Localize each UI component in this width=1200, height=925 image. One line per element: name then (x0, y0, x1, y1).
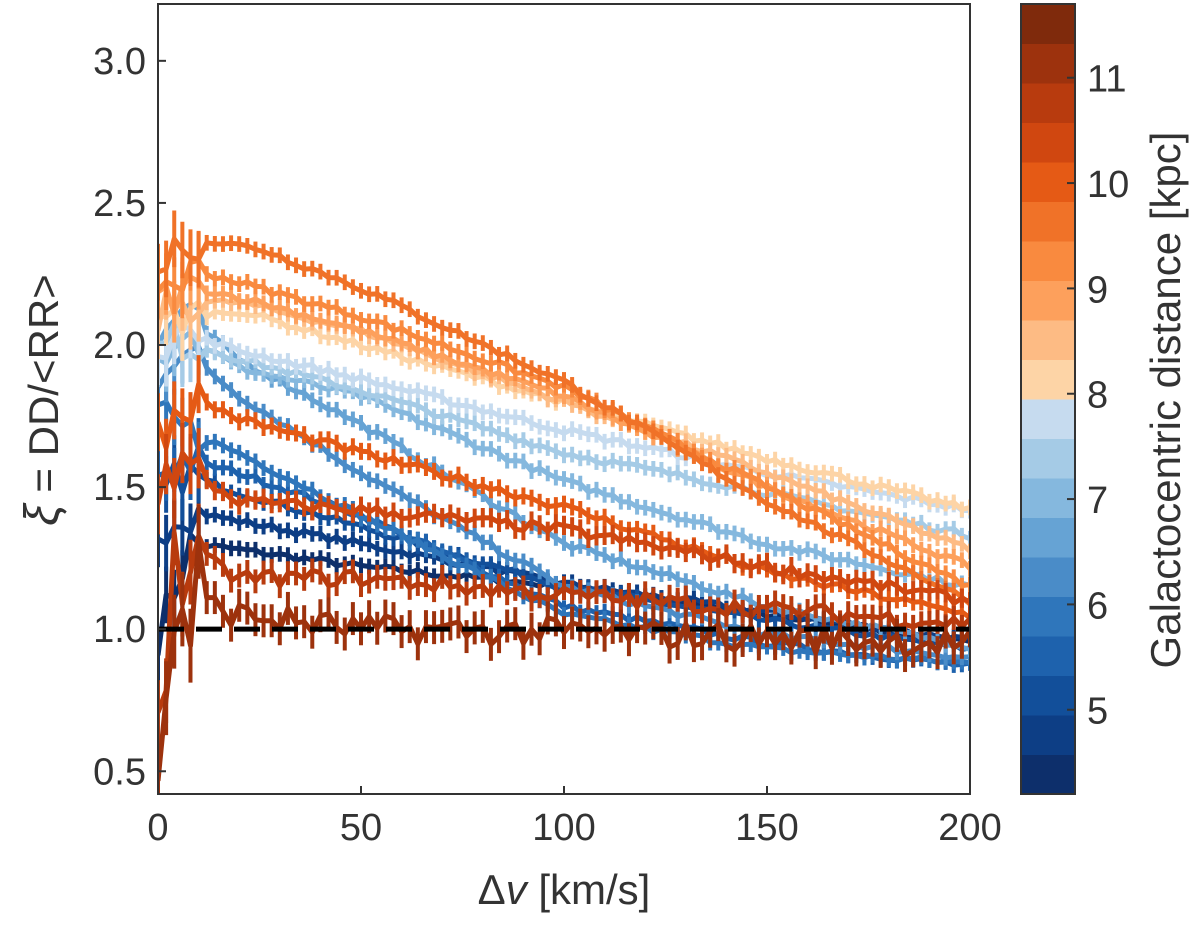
colorbar-segment (1021, 43, 1075, 84)
x-axis-label: Δv [km/s] (478, 866, 651, 913)
colorbar-segment (1021, 675, 1075, 716)
colorbar-segment (1021, 280, 1075, 321)
series-line (158, 236, 970, 607)
colorbar-label: Galactocentric distance [kpc] (1142, 132, 1189, 669)
x-tick-label: 50 (340, 807, 382, 849)
x-tick-label: 0 (147, 807, 168, 849)
series-line (158, 539, 970, 782)
series-line (158, 381, 970, 620)
colorbar-segment (1021, 636, 1075, 676)
series-17 (158, 422, 970, 614)
colorbar-segment (1021, 478, 1075, 518)
series-line (158, 329, 970, 589)
series-line (158, 399, 970, 666)
colorbar-segment (1021, 4, 1075, 44)
series-18 (158, 500, 970, 745)
y-tick-label: 2.5 (93, 183, 146, 225)
colorbar-segment (1021, 162, 1075, 202)
colorbar-tick-label: 5 (1087, 691, 1108, 733)
series-line (158, 322, 970, 514)
colorbar-segment (1021, 517, 1075, 558)
colorbar-tick-label: 6 (1087, 585, 1108, 627)
colorbar-frame (1020, 3, 1076, 795)
y-axis: 0.5 1.0 1.5 2.0 2.5 3.0 (93, 41, 166, 793)
colorbar-segment (1021, 557, 1075, 597)
colorbar-segment (1021, 359, 1075, 400)
colorbar-segment (1021, 83, 1075, 123)
colorbar-segment (1021, 241, 1075, 281)
colorbar-segment (1021, 438, 1075, 479)
series-line (158, 530, 970, 714)
x-tick-label: 100 (532, 807, 595, 849)
x-axis: 0 50 100 150 200 (147, 786, 1002, 849)
series-line (158, 274, 970, 571)
colorbar-tick-label: 9 (1087, 269, 1108, 311)
x-tick-label: 200 (938, 807, 1001, 849)
colorbar-segment (1021, 596, 1075, 637)
series-line (158, 321, 970, 542)
series-layer (158, 210, 970, 794)
colorbar-segment (1021, 715, 1075, 755)
y-axis-label: ξ = DD/<RR> (16, 274, 69, 525)
colorbar (1021, 4, 1075, 795)
colorbar-segment (1021, 399, 1075, 439)
y-tick-label: 2.0 (93, 325, 146, 367)
colorbar-segment (1021, 754, 1075, 795)
series-line (158, 450, 970, 606)
colorbar-ticks: 5 6 7 8 9 10 11 (1067, 59, 1129, 733)
y-tick-label: 0.5 (93, 751, 146, 793)
colorbar-segment (1021, 201, 1075, 242)
colorbar-tick-label: 10 (1087, 164, 1129, 206)
colorbar-tick-label: 11 (1087, 59, 1126, 101)
y-tick-label: 1.5 (93, 467, 146, 509)
y-tick-label: 1.0 (93, 609, 146, 651)
series-15 (158, 210, 970, 612)
colorbar-segment (1021, 320, 1075, 360)
colorbar-tick-label: 8 (1087, 375, 1108, 417)
x-tick-label: 150 (735, 807, 798, 849)
colorbar-tick-label: 7 (1087, 480, 1108, 522)
y-tick-label: 3.0 (93, 41, 146, 83)
colorbar-segment (1021, 122, 1075, 163)
